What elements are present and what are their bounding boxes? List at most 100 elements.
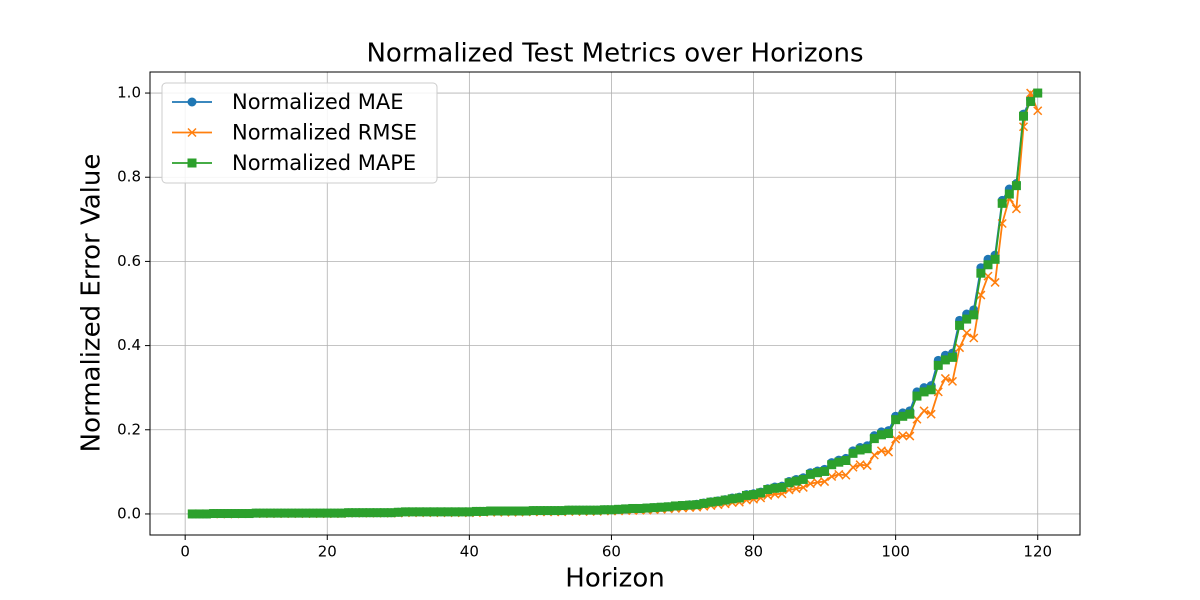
point xyxy=(955,320,965,330)
point xyxy=(997,198,1007,208)
point xyxy=(614,504,624,514)
point xyxy=(251,508,261,518)
legend-marker xyxy=(187,127,197,138)
y-tick-label: 0.6 xyxy=(117,252,141,270)
point xyxy=(287,508,297,518)
point xyxy=(791,476,801,486)
point xyxy=(1004,189,1014,199)
point xyxy=(500,506,510,516)
point xyxy=(699,498,709,508)
point xyxy=(955,343,965,353)
point xyxy=(436,507,446,517)
point xyxy=(429,507,439,517)
point xyxy=(734,493,744,503)
point xyxy=(386,508,396,518)
point xyxy=(642,503,652,513)
point xyxy=(621,504,631,514)
point xyxy=(820,466,830,476)
legend-marker xyxy=(187,158,197,168)
point xyxy=(557,506,567,516)
point xyxy=(1019,111,1029,121)
point xyxy=(457,507,467,517)
point xyxy=(862,461,872,471)
point xyxy=(947,376,958,386)
point xyxy=(230,509,240,519)
point xyxy=(578,505,588,515)
point xyxy=(244,509,254,519)
point xyxy=(940,373,950,383)
point xyxy=(294,508,304,518)
point xyxy=(521,506,531,516)
point xyxy=(543,506,553,516)
point xyxy=(194,509,204,519)
point xyxy=(805,469,815,479)
point xyxy=(976,268,986,278)
point xyxy=(947,352,957,362)
point xyxy=(493,506,503,516)
x-axis-label: Horizon xyxy=(565,564,664,594)
point xyxy=(258,508,268,518)
point xyxy=(670,501,680,511)
point xyxy=(1026,96,1036,106)
point xyxy=(763,485,773,495)
point xyxy=(898,431,908,441)
point xyxy=(1033,88,1043,98)
point xyxy=(393,507,403,517)
point xyxy=(905,431,915,441)
point xyxy=(322,508,332,518)
point xyxy=(450,507,460,517)
point xyxy=(635,503,645,513)
x-tick-label: 120 xyxy=(1023,543,1052,561)
point xyxy=(443,507,453,517)
point xyxy=(820,477,830,487)
point xyxy=(685,500,695,510)
point xyxy=(486,506,496,516)
point xyxy=(649,503,659,513)
point xyxy=(741,490,751,500)
point xyxy=(280,508,290,518)
point xyxy=(592,505,602,515)
point xyxy=(926,409,936,419)
x-tick-label: 60 xyxy=(602,543,621,561)
point xyxy=(223,509,233,519)
point xyxy=(983,260,993,270)
point xyxy=(848,448,858,458)
point xyxy=(535,506,545,516)
point xyxy=(933,360,943,370)
point xyxy=(827,460,837,470)
point xyxy=(528,506,538,516)
point xyxy=(550,506,560,516)
point xyxy=(749,490,759,500)
point xyxy=(606,505,616,515)
point xyxy=(962,314,972,324)
point xyxy=(784,478,794,488)
point xyxy=(599,505,609,515)
point xyxy=(464,507,474,517)
point xyxy=(770,483,780,493)
point xyxy=(415,507,425,517)
point xyxy=(990,277,1000,287)
point xyxy=(926,385,936,395)
point xyxy=(301,508,311,518)
point xyxy=(628,503,638,513)
point xyxy=(201,509,211,519)
legend-label: Normalized RMSE xyxy=(232,121,417,145)
point xyxy=(798,474,808,484)
legend-box xyxy=(161,82,438,184)
x-tick-label: 100 xyxy=(881,543,910,561)
point xyxy=(663,502,673,512)
y-tick-label: 0.2 xyxy=(117,420,141,438)
point xyxy=(841,470,851,480)
x-tick-label: 20 xyxy=(318,543,337,561)
point xyxy=(869,434,879,444)
y-tick-label: 0.4 xyxy=(117,336,141,354)
point xyxy=(883,447,894,457)
legend-label: Normalized MAE xyxy=(232,90,404,114)
point xyxy=(898,411,908,421)
point xyxy=(308,508,318,518)
point xyxy=(713,496,723,506)
point xyxy=(408,507,418,517)
y-axis-label: Normalized Error Value xyxy=(77,154,107,453)
point xyxy=(422,507,432,517)
point xyxy=(344,508,354,518)
